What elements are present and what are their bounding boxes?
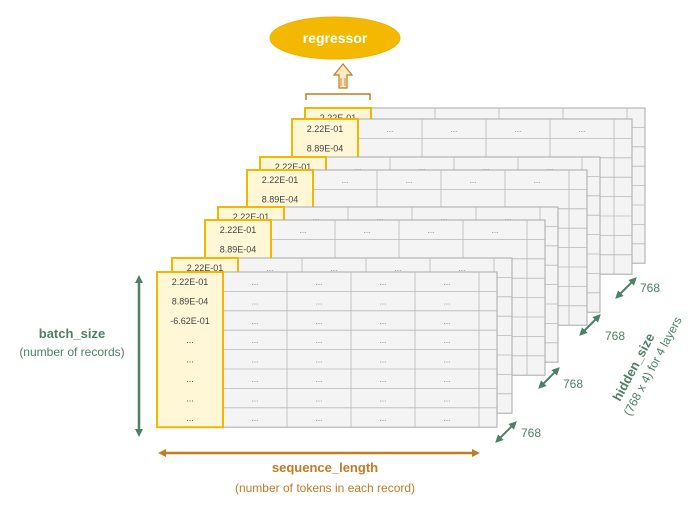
cell-placeholder: ... [441,213,448,222]
cell-placeholder: ... [252,356,259,365]
back-layer-second-value: 8.89E-04 [220,244,257,254]
first-column-value: ... [186,355,194,365]
partial-top-value: 2.22E-01 [320,113,357,123]
cell-placeholder: ... [444,297,451,306]
cell-placeholder: ... [377,213,384,222]
cell-placeholder: ... [459,264,466,273]
first-column-value: ... [186,335,194,345]
dimension-arrow [615,277,637,299]
cell-placeholder: ... [515,125,522,134]
regressor-node: regressor [269,16,401,60]
cell-placeholder: ... [316,375,323,384]
cell-placeholder: ... [252,297,259,306]
cell-placeholder: ... [252,278,259,287]
layer-stack: ......... ... 2.22E-01......... ... 2.22E-01… [156,107,646,429]
cell-placeholder: ... [444,414,451,423]
cell-placeholder: ... [316,278,323,287]
layer-dimension-markers: 768 768 768 768 [495,277,660,443]
cell-placeholder: ... [464,114,471,123]
up-arrow-icon [332,63,354,89]
cell-placeholder: ... [252,375,259,384]
cell-placeholder: ... [547,163,554,172]
cell-placeholder: ... [505,213,512,222]
dimension-arrow [579,314,601,336]
cell-placeholder: ... [534,176,541,185]
back-layer-top-value: 2.22E-01 [220,225,257,235]
cell-placeholder: ... [316,414,323,423]
batch-size-subtitle: (number of records) [19,345,124,359]
first-column-value: ... [186,393,194,403]
cell-placeholder: ... [380,356,387,365]
cell-placeholder: ... [252,336,259,345]
cell-placeholder: ... [395,264,402,273]
cell-placeholder: ... [380,336,387,345]
cell-placeholder: ... [380,414,387,423]
dimension-label: 768 [521,426,541,440]
batch-size-title: batch_size [39,326,105,341]
sequence-length-subtitle: (number of tokens in each record) [235,481,415,495]
partial-top-value: 2.22E-01 [275,162,312,172]
first-column-value: 2.22E-01 [172,277,209,287]
cell-placeholder: ... [428,226,435,235]
cell-placeholder: ... [331,264,338,273]
hidden-size-label: hidden_size (768 x 4) for 4 layers [609,314,684,418]
partial-top-value: 2.22E-01 [233,212,270,222]
layer-sheet: ......... ... 2.22E-01 8.89E-04............… [156,271,498,429]
cell-placeholder: ... [313,213,320,222]
cell-placeholder: ... [380,278,387,287]
back-layer-top-value: 2.22E-01 [262,175,299,185]
cell-placeholder: ... [252,414,259,423]
cell-placeholder: ... [342,176,349,185]
cell-placeholder: ... [364,226,371,235]
regressor-label: regressor [303,30,368,46]
dimension-arrow [538,367,560,389]
cell-placeholder: ... [316,317,323,326]
cell-placeholder: ... [316,394,323,403]
cell-placeholder: ... [444,317,451,326]
cell-placeholder: ... [579,125,586,134]
cell-placeholder: ... [252,317,259,326]
cell-placeholder: ... [419,163,426,172]
cell-placeholder: ... [592,114,599,123]
first-column-value: -6.62E-01 [170,316,210,326]
partial-top-value: 2.22E-01 [187,263,224,273]
cell-placeholder: ... [316,356,323,365]
cell-placeholder: ... [483,163,490,172]
cell-placeholder: ... [470,176,477,185]
first-column-value: ... [186,374,194,384]
cell-placeholder: ... [387,125,394,134]
cell-placeholder: ... [444,336,451,345]
back-layer-second-value: 8.89E-04 [262,194,299,204]
cell-placeholder: ... [380,297,387,306]
cell-placeholder: ... [267,264,274,273]
cell-placeholder: ... [316,297,323,306]
cell-placeholder: ... [528,114,535,123]
cell-placeholder: ... [444,394,451,403]
cell-placeholder: ... [492,226,499,235]
cell-placeholder: ... [252,394,259,403]
cell-placeholder: ... [406,176,413,185]
cell-placeholder: ... [355,163,362,172]
dimension-label: 768 [605,329,625,343]
cell-placeholder: ... [444,375,451,384]
cell-placeholder: ... [380,394,387,403]
dimension-label: 768 [640,281,660,295]
cell-placeholder: ... [300,226,307,235]
cell-placeholder: ... [316,336,323,345]
cell-placeholder: ... [451,125,458,134]
back-layer-top-value: 2.22E-01 [307,124,344,134]
cell-placeholder: ... [444,356,451,365]
first-column-value: 8.89E-04 [172,296,209,306]
dimension-label: 768 [563,377,583,391]
cell-placeholder: ... [380,375,387,384]
sequence-length-title: sequence_length [272,460,378,475]
cell-placeholder: ... [380,317,387,326]
back-layer-second-value: 8.89E-04 [307,143,344,153]
dimension-arrow [495,421,517,443]
bracket-icon [305,93,371,100]
cell-placeholder: ... [400,114,407,123]
first-column-value: ... [186,413,194,423]
cell-placeholder: ... [444,278,451,287]
